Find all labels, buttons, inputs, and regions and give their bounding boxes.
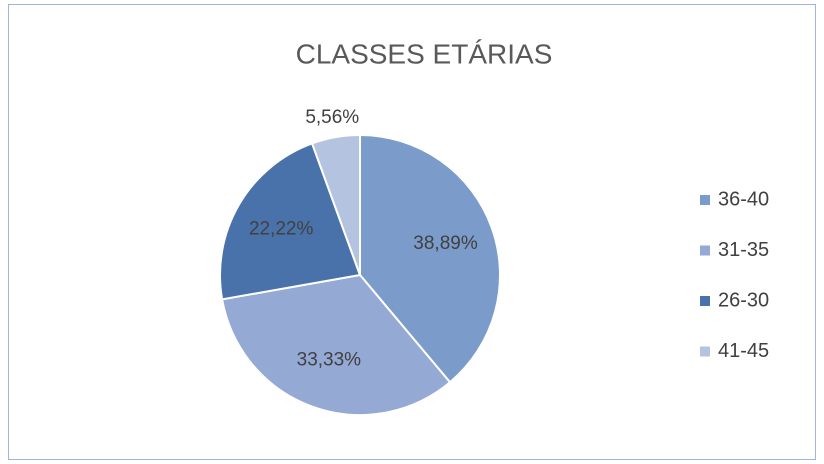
chart-title: CLASSES ETÁRIAS	[296, 38, 553, 69]
legend-label: 26-30	[718, 289, 769, 311]
pie-slice	[220, 273, 452, 417]
data-label: 5,56%	[305, 107, 359, 128]
pie-slice	[359, 133, 501, 384]
legend-swatch	[700, 296, 710, 306]
legend-swatch	[700, 346, 710, 357]
pie-slice	[310, 133, 361, 276]
legend-label: 36-40	[718, 188, 769, 210]
legend-label: 31-35	[718, 239, 769, 261]
legend-swatch	[700, 245, 710, 256]
legend-swatch	[700, 195, 710, 205]
data-label: 22,22%	[249, 219, 314, 240]
data-label: 33,33%	[297, 350, 362, 371]
pie-slice	[219, 142, 362, 301]
data-label: 38,89%	[413, 233, 478, 254]
legend-label: 41-45	[718, 340, 769, 362]
